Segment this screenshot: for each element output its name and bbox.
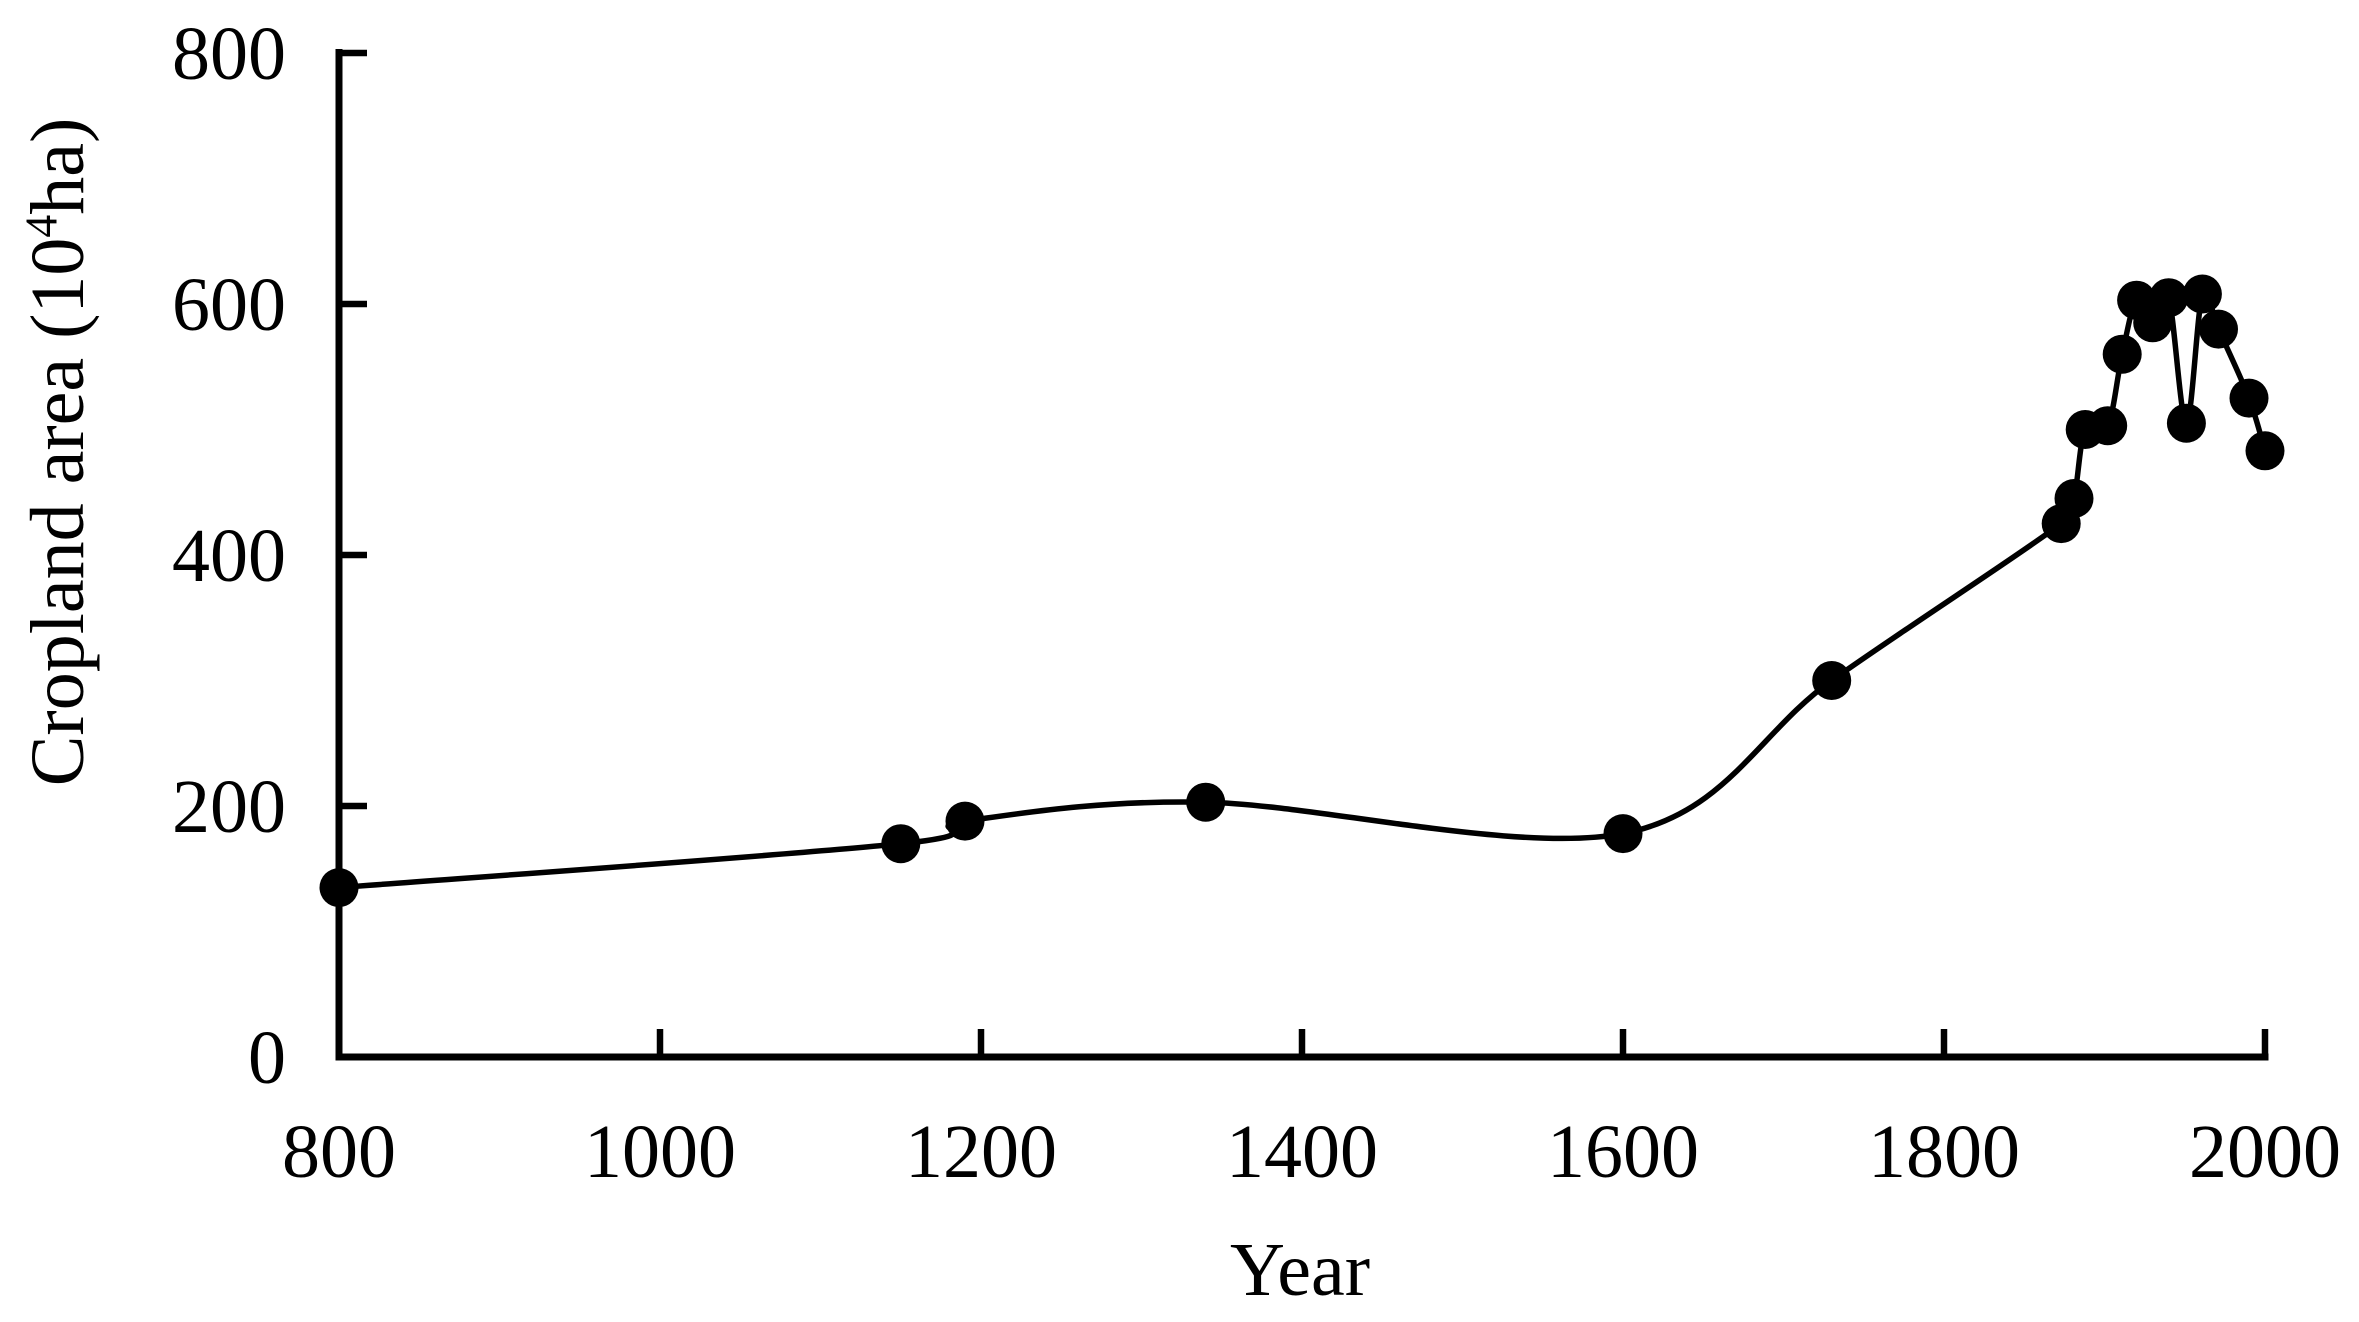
data-point-marker bbox=[2054, 479, 2094, 518]
y-axis-title-prefix: Cropland area (10 bbox=[16, 237, 100, 787]
data-point-marker bbox=[881, 824, 921, 864]
data-point-marker bbox=[2199, 309, 2238, 349]
data-line bbox=[336, 287, 2268, 891]
x-tick-label: 2000 bbox=[2189, 1110, 2341, 1194]
y-tick-label: 400 bbox=[172, 514, 286, 598]
x-tick-label: 1600 bbox=[1547, 1110, 1699, 1194]
x-tick-label: 1400 bbox=[1226, 1110, 1378, 1194]
data-point-marker bbox=[1186, 782, 1226, 822]
data-point-marker bbox=[1603, 814, 1643, 854]
data-point-marker bbox=[2102, 334, 2142, 374]
y-axis-title-suffix: ha) bbox=[16, 117, 100, 215]
data-point-marker bbox=[2229, 378, 2269, 418]
x-axis-title: Year bbox=[1229, 1228, 1371, 1312]
x-tick-label: 1000 bbox=[584, 1110, 736, 1194]
y-axis-title: Cropland area (104ha) bbox=[16, 118, 100, 787]
y-tick-label: 200 bbox=[172, 765, 286, 849]
x-tick-label: 1200 bbox=[905, 1110, 1057, 1194]
data-point-marker bbox=[2182, 274, 2222, 314]
axis-lines bbox=[335, 49, 2269, 1061]
data-point-marker bbox=[1812, 661, 1852, 700]
data-point-marker bbox=[2245, 431, 2285, 471]
y-axis-title-superscript: 4 bbox=[15, 214, 67, 238]
y-tick-label: 0 bbox=[248, 1016, 286, 1100]
data-point-marker bbox=[2166, 403, 2206, 443]
data-point-marker bbox=[2149, 278, 2189, 318]
y-tick-label: 600 bbox=[172, 263, 286, 347]
data-point-marker bbox=[319, 868, 359, 908]
x-tick-label: 1800 bbox=[1868, 1110, 2020, 1194]
data-point-marker bbox=[945, 801, 985, 841]
data-point-marker bbox=[2088, 406, 2128, 446]
x-tick-label: 800 bbox=[282, 1110, 396, 1194]
y-tick-label: 800 bbox=[172, 12, 286, 96]
